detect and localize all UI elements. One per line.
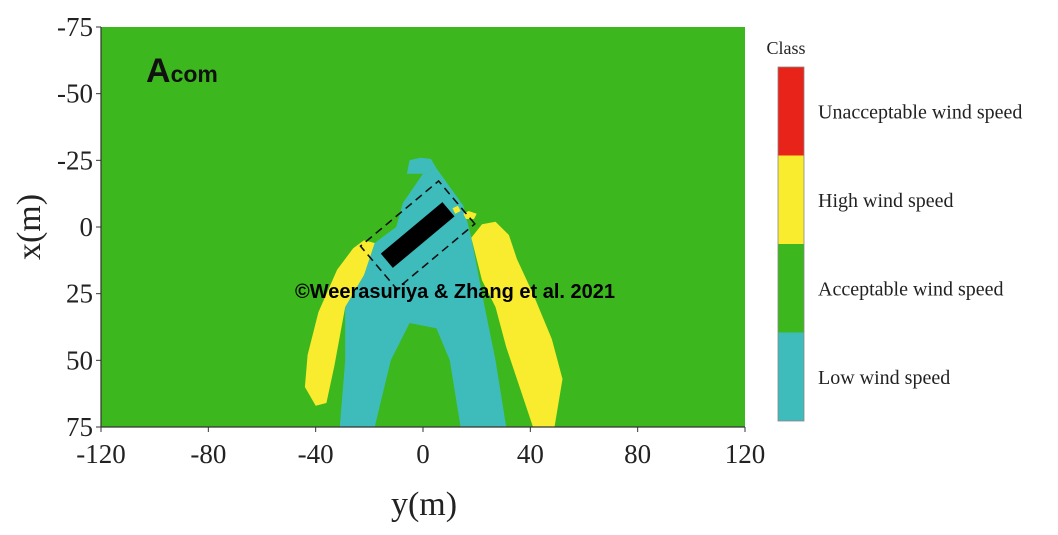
y-tick-label: 25 [66, 279, 93, 309]
x-tick-label: 80 [624, 439, 651, 469]
legend-colorbar-frame [777, 66, 805, 422]
panel-label-main: A [146, 52, 171, 90]
panel-label-sub: com [171, 61, 218, 87]
legend-swatch-acceptable-wind-speed [778, 244, 804, 333]
legend-swatch-unacceptable-wind-speed [778, 67, 804, 156]
y-tick-label: -25 [57, 145, 93, 175]
legend-title: Class [766, 38, 805, 58]
x-tick-label: -80 [190, 439, 226, 469]
x-tick-label: -120 [76, 439, 126, 469]
y-axis-label: x(m) [11, 194, 48, 260]
x-tick-label: 0 [416, 439, 430, 469]
x-tick-label: -40 [298, 439, 334, 469]
legend-label: Unacceptable wind speed [818, 101, 1022, 123]
region-high-wind-speed-4 [463, 211, 477, 219]
y-tick-label: 0 [80, 212, 94, 242]
region-high-wind-speed-5 [452, 205, 461, 214]
region-high-wind-speed-2 [304, 240, 375, 406]
legend-label: Acceptable wind speed [818, 278, 1003, 300]
y-tick-label: 75 [66, 412, 93, 442]
building-dashed-boundary [359, 179, 476, 291]
region-low-wind-speed-1 [406, 157, 437, 174]
y-tick-label: 50 [66, 345, 93, 375]
x-tick-label: 40 [517, 439, 544, 469]
legend-label: Low wind speed [818, 367, 950, 389]
y-tick-label: -50 [57, 79, 93, 109]
y-tick-label: -75 [57, 12, 93, 42]
legend-swatch-high-wind-speed [778, 155, 804, 244]
legend-label: High wind speed [818, 190, 954, 212]
x-tick-labels: -120 -80 -40 0 40 80 120 [76, 427, 765, 469]
x-tick-label: 120 [725, 439, 766, 469]
copyright-text: ©Weerasuriya & Zhang et al. 2021 [295, 281, 615, 303]
panel-label: Acom [146, 52, 218, 90]
y-tick-labels: -75 -50 -25 0 25 50 75 [57, 12, 101, 442]
legend: Unacceptable wind speed High wind speed Ac… [777, 66, 1022, 422]
x-axis-label: y(m) [391, 486, 457, 523]
region-high-wind-speed-3 [471, 221, 563, 427]
building-footprint [380, 202, 455, 268]
legend-swatch-low-wind-speed [778, 332, 804, 421]
